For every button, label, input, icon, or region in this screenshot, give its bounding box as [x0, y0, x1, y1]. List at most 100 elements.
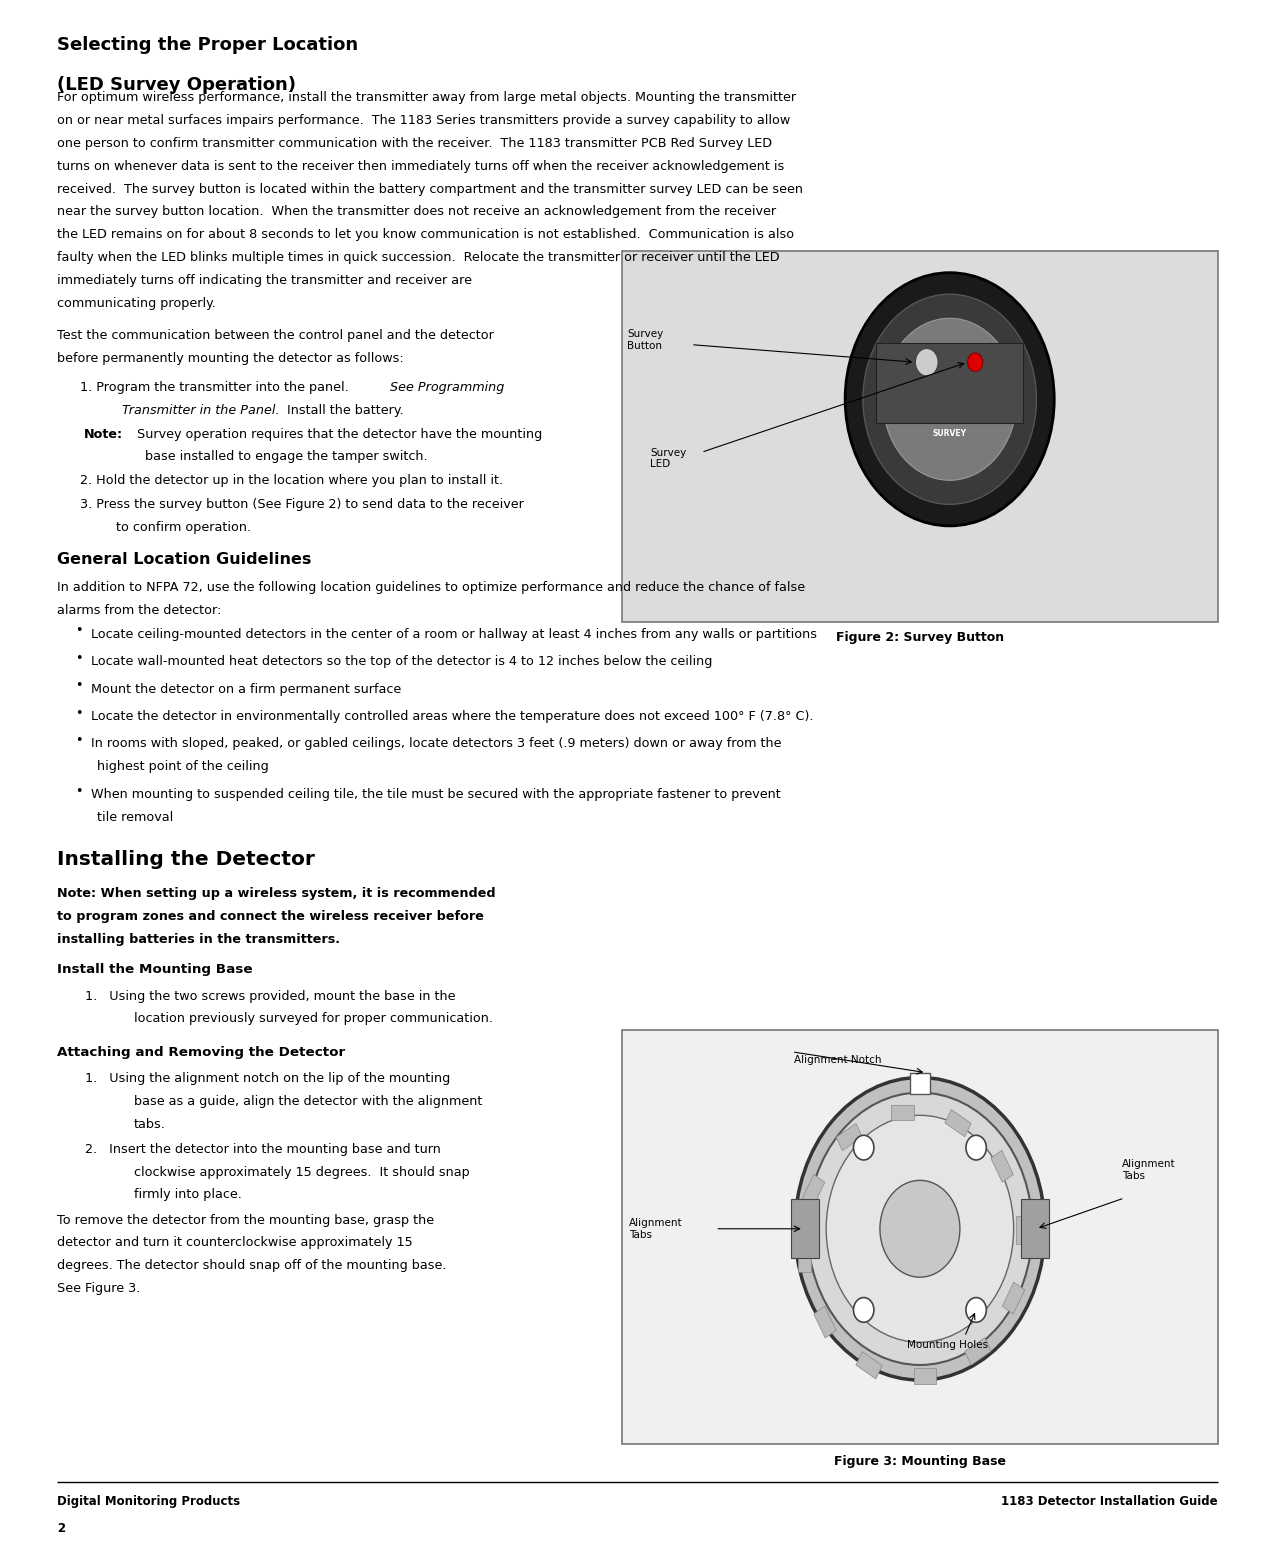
- Text: General Location Guidelines: General Location Guidelines: [57, 553, 312, 567]
- Text: Mounting Holes: Mounting Holes: [908, 1340, 988, 1349]
- Text: alarms from the detector:: alarms from the detector:: [57, 604, 222, 616]
- Circle shape: [853, 1135, 873, 1160]
- Bar: [813, 1306, 836, 1339]
- Bar: [798, 1244, 811, 1272]
- Text: Test the communication between the control panel and the detector: Test the communication between the contr…: [57, 329, 495, 341]
- Circle shape: [966, 1135, 987, 1160]
- Text: Attaching and Removing the Detector: Attaching and Removing the Detector: [57, 1045, 346, 1059]
- Text: location previously surveyed for proper communication.: location previously surveyed for proper …: [134, 1013, 493, 1025]
- Text: Locate ceiling-mounted detectors in the center of a room or hallway at least 4 i: Locate ceiling-mounted detectors in the …: [91, 627, 816, 641]
- Text: •: •: [75, 679, 83, 692]
- Text: To remove the detector from the mounting base, grasp the: To remove the detector from the mounting…: [57, 1214, 435, 1226]
- Bar: [1016, 1217, 1029, 1244]
- Text: Alignment Notch: Alignment Notch: [794, 1055, 882, 1065]
- Bar: [622, 252, 1218, 622]
- Text: faulty when the LED blinks multiple times in quick succession.  Relocate the tra: faulty when the LED blinks multiple time…: [57, 252, 780, 264]
- Text: Transmitter in the Panel.: Transmitter in the Panel.: [122, 403, 279, 417]
- Circle shape: [807, 1093, 1033, 1365]
- Text: highest point of the ceiling: highest point of the ceiling: [97, 760, 269, 774]
- Text: clockwise approximately 15 degrees.  It should snap: clockwise approximately 15 degrees. It s…: [134, 1166, 469, 1178]
- Text: •: •: [75, 652, 83, 665]
- Text: communicating properly.: communicating properly.: [57, 296, 217, 310]
- Text: to confirm operation.: to confirm operation.: [116, 522, 251, 534]
- Text: SURVEY: SURVEY: [933, 429, 966, 438]
- Text: detector and turn it counterclockwise approximately 15: detector and turn it counterclockwise ap…: [57, 1237, 413, 1249]
- Bar: [790, 1200, 819, 1258]
- Text: Alignment
Tabs: Alignment Tabs: [1122, 1160, 1176, 1181]
- Text: tile removal: tile removal: [97, 811, 173, 823]
- Text: Install the battery.: Install the battery.: [283, 403, 404, 417]
- Text: to program zones and connect the wireless receiver before: to program zones and connect the wireles…: [57, 909, 484, 923]
- Text: the LED remains on for about 8 seconds to let you know communication is not esta: the LED remains on for about 8 seconds t…: [57, 229, 794, 241]
- Text: •: •: [75, 784, 83, 798]
- Text: Mount the detector on a firm permanent surface: Mount the detector on a firm permanent s…: [91, 682, 400, 695]
- Text: installing batteries in the transmitters.: installing batteries in the transmitters…: [57, 933, 340, 946]
- Text: on or near metal surfaces impairs performance.  The 1183 Series transmitters pro: on or near metal surfaces impairs perfor…: [57, 114, 790, 127]
- Circle shape: [845, 273, 1054, 527]
- Circle shape: [968, 354, 983, 372]
- Text: Digital Monitoring Products: Digital Monitoring Products: [57, 1495, 241, 1507]
- Text: 3. Press the survey button (See Figure 2) to send data to the receiver: 3. Press the survey button (See Figure 2…: [80, 499, 524, 511]
- Text: 2: 2: [57, 1522, 65, 1535]
- Bar: [965, 1337, 991, 1365]
- Text: 1183 Detector Installation Guide: 1183 Detector Installation Guide: [1001, 1495, 1218, 1507]
- Text: base installed to engage the tamper switch.: base installed to engage the tamper swit…: [145, 451, 428, 463]
- Text: Survey operation requires that the detector have the mounting: Survey operation requires that the detec…: [133, 428, 542, 440]
- Circle shape: [882, 318, 1016, 480]
- Text: tabs.: tabs.: [134, 1118, 166, 1130]
- Bar: [876, 343, 1023, 423]
- Bar: [991, 1150, 1014, 1183]
- Bar: [1021, 1200, 1049, 1258]
- Text: near the survey button location.  When the transmitter does not receive an ackno: near the survey button location. When th…: [57, 205, 776, 218]
- Text: immediately turns off indicating the transmitter and receiver are: immediately turns off indicating the tra…: [57, 273, 472, 287]
- Text: base as a guide, align the detector with the alignment: base as a guide, align the detector with…: [134, 1095, 482, 1107]
- Text: In addition to NFPA 72, use the following location guidelines to optimize perfor: In addition to NFPA 72, use the followin…: [57, 581, 806, 594]
- Bar: [622, 1030, 1218, 1444]
- Circle shape: [880, 1180, 960, 1277]
- Bar: [802, 1175, 825, 1206]
- Text: degrees. The detector should snap off of the mounting base.: degrees. The detector should snap off of…: [57, 1260, 446, 1272]
- Text: When mounting to suspended ceiling tile, the tile must be secured with the appro: When mounting to suspended ceiling tile,…: [91, 787, 780, 801]
- Text: 2.   Insert the detector into the mounting base and turn: 2. Insert the detector into the mounting…: [85, 1143, 441, 1156]
- Text: In rooms with sloped, peaked, or gabled ceilings, locate detectors 3 feet (.9 me: In rooms with sloped, peaked, or gabled …: [91, 738, 782, 750]
- Bar: [1002, 1282, 1025, 1314]
- Bar: [856, 1351, 882, 1379]
- Text: •: •: [75, 735, 83, 747]
- Text: Note: When setting up a wireless system, it is recommended: Note: When setting up a wireless system,…: [57, 888, 496, 900]
- Text: Note:: Note:: [84, 428, 124, 440]
- Text: 1.   Using the two screws provided, mount the base in the: 1. Using the two screws provided, mount …: [85, 990, 456, 1002]
- Text: 1.   Using the alignment notch on the lip of the mounting: 1. Using the alignment notch on the lip …: [85, 1072, 450, 1085]
- Text: Locate the detector in environmentally controlled areas where the temperature do: Locate the detector in environmentally c…: [91, 710, 813, 723]
- Text: •: •: [75, 624, 83, 638]
- Bar: [913, 1368, 936, 1383]
- Text: (LED Survey Operation): (LED Survey Operation): [57, 76, 296, 94]
- Circle shape: [853, 1297, 873, 1322]
- Text: Figure 2: Survey Button: Figure 2: Survey Button: [836, 631, 1003, 644]
- Text: See Figure 3.: See Figure 3.: [57, 1282, 140, 1295]
- Bar: [909, 1073, 929, 1095]
- Bar: [836, 1124, 862, 1150]
- Text: Installing the Detector: Installing the Detector: [57, 851, 315, 869]
- Circle shape: [863, 295, 1037, 505]
- Text: •: •: [75, 707, 83, 720]
- Text: See Programming: See Programming: [390, 381, 505, 394]
- Circle shape: [826, 1115, 1014, 1342]
- Text: received.  The survey button is located within the battery compartment and the t: received. The survey button is located w…: [57, 182, 803, 196]
- Text: 1. Program the transmitter into the panel.: 1. Program the transmitter into the pane…: [80, 381, 357, 394]
- Text: 2. Hold the detector up in the location where you plan to install it.: 2. Hold the detector up in the location …: [80, 474, 504, 488]
- Text: Figure 3: Mounting Base: Figure 3: Mounting Base: [834, 1454, 1006, 1468]
- Text: Locate wall-mounted heat detectors so the top of the detector is 4 to 12 inches : Locate wall-mounted heat detectors so th…: [91, 655, 711, 669]
- Text: Survey
LED: Survey LED: [650, 448, 686, 469]
- Circle shape: [796, 1078, 1044, 1380]
- Text: Survey
Button: Survey Button: [627, 329, 663, 350]
- Text: before permanently mounting the detector as follows:: before permanently mounting the detector…: [57, 352, 404, 364]
- Circle shape: [966, 1297, 987, 1322]
- Text: Selecting the Proper Location: Selecting the Proper Location: [57, 36, 358, 54]
- Text: firmly into place.: firmly into place.: [134, 1189, 242, 1201]
- Text: turns on whenever data is sent to the receiver then immediately turns off when t: turns on whenever data is sent to the re…: [57, 159, 784, 173]
- Text: Install the Mounting Base: Install the Mounting Base: [57, 963, 252, 976]
- Text: Alignment
Tabs: Alignment Tabs: [629, 1218, 682, 1240]
- Bar: [945, 1110, 972, 1136]
- Text: one person to confirm transmitter communication with the receiver.  The 1183 tra: one person to confirm transmitter commun…: [57, 137, 773, 150]
- Circle shape: [915, 349, 938, 377]
